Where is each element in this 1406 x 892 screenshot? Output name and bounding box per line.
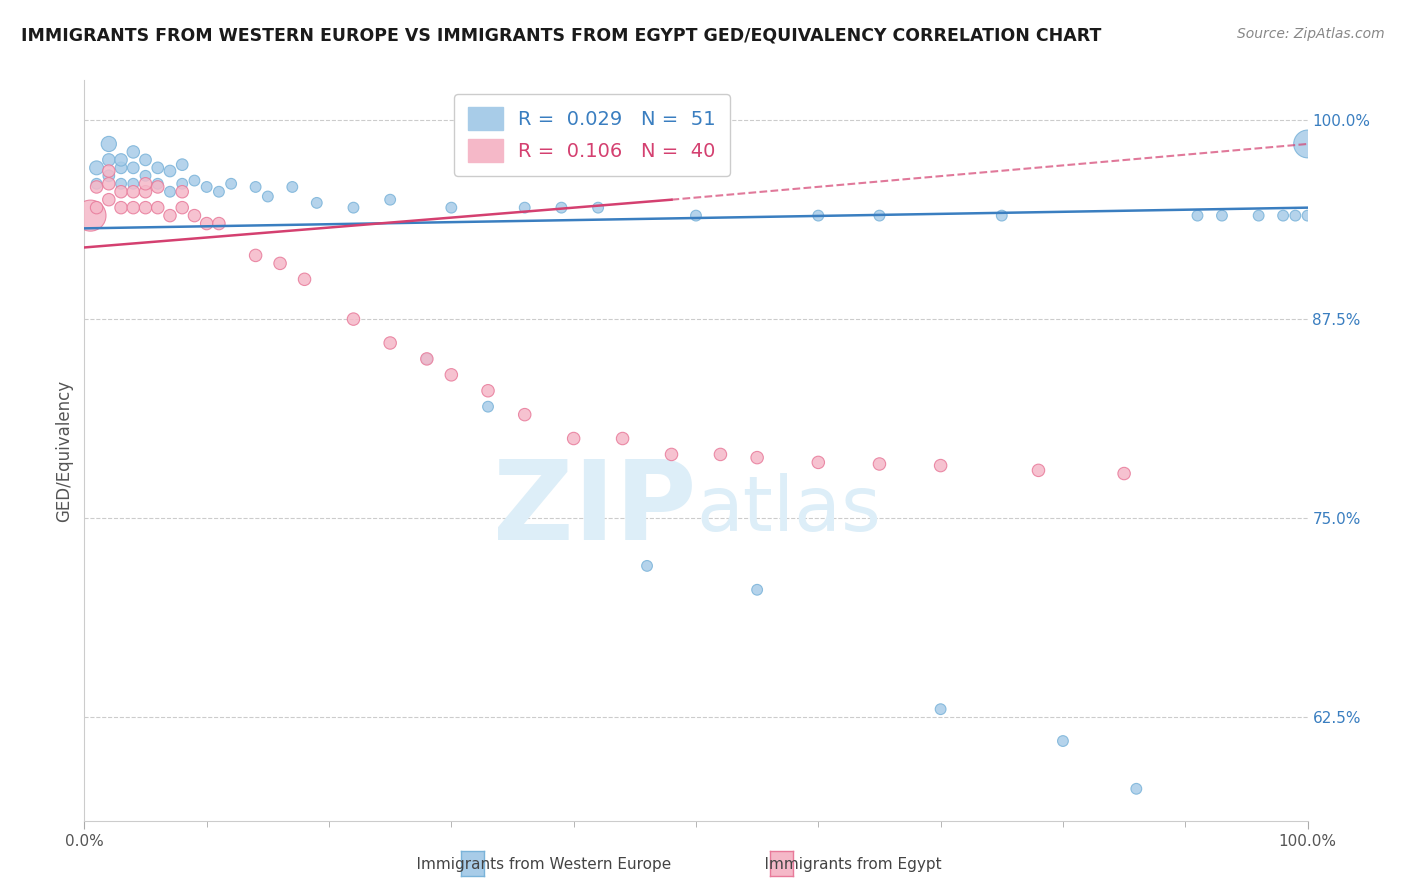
- Point: [1272, 209, 1295, 223]
- Point: [416, 351, 439, 366]
- Point: [807, 455, 830, 469]
- Point: [305, 195, 328, 210]
- Point: [709, 447, 731, 461]
- Point: [172, 158, 194, 172]
- Point: [586, 201, 609, 215]
- Text: Immigrants from Western Europe: Immigrants from Western Europe: [396, 857, 672, 872]
- Point: [380, 193, 402, 207]
- Point: [1052, 734, 1074, 748]
- Point: [1296, 136, 1319, 151]
- Point: [97, 136, 120, 151]
- Point: [79, 209, 101, 223]
- Point: [1284, 209, 1306, 223]
- Point: [1114, 467, 1136, 481]
- Point: [869, 457, 891, 471]
- Point: [172, 201, 194, 215]
- Point: [183, 173, 205, 187]
- Point: [97, 177, 120, 191]
- Point: [208, 217, 231, 231]
- Point: [159, 185, 181, 199]
- Text: atlas: atlas: [696, 473, 880, 547]
- Point: [122, 177, 145, 191]
- Point: [281, 180, 304, 194]
- Point: [513, 408, 536, 422]
- Text: Source: ZipAtlas.com: Source: ZipAtlas.com: [1237, 27, 1385, 41]
- Point: [97, 169, 120, 183]
- Point: [122, 185, 145, 199]
- Point: [612, 432, 634, 446]
- Point: [122, 161, 145, 175]
- Point: [172, 185, 194, 199]
- Point: [807, 209, 830, 223]
- Y-axis label: GED/Equivalency: GED/Equivalency: [55, 379, 73, 522]
- Point: [747, 450, 769, 465]
- Point: [122, 201, 145, 215]
- Point: [440, 201, 463, 215]
- Point: [219, 177, 242, 191]
- Point: [416, 351, 439, 366]
- Point: [135, 169, 157, 183]
- Point: [869, 209, 891, 223]
- Point: [294, 272, 316, 286]
- Point: [245, 180, 267, 194]
- Point: [86, 180, 108, 194]
- Point: [97, 153, 120, 167]
- Point: [172, 177, 194, 191]
- Point: [1187, 209, 1209, 223]
- Point: [183, 209, 205, 223]
- Point: [342, 312, 364, 326]
- Point: [159, 209, 181, 223]
- Point: [97, 164, 120, 178]
- Point: [110, 161, 132, 175]
- Point: [195, 217, 218, 231]
- Point: [135, 185, 157, 199]
- Point: [135, 201, 157, 215]
- Point: [685, 209, 707, 223]
- Point: [110, 185, 132, 199]
- Point: [122, 145, 145, 159]
- Point: [208, 185, 231, 199]
- Point: [477, 384, 499, 398]
- Point: [929, 702, 952, 716]
- Point: [513, 201, 536, 215]
- Text: ZIP: ZIP: [492, 456, 696, 563]
- Point: [159, 164, 181, 178]
- Point: [1247, 209, 1270, 223]
- Point: [86, 177, 108, 191]
- Point: [636, 558, 658, 573]
- Point: [86, 161, 108, 175]
- Point: [86, 201, 108, 215]
- Legend: R =  0.029   N =  51, R =  0.106   N =  40: R = 0.029 N = 51, R = 0.106 N = 40: [454, 94, 730, 176]
- Point: [245, 248, 267, 262]
- Point: [929, 458, 952, 473]
- Point: [380, 336, 402, 351]
- Point: [1125, 781, 1147, 796]
- Point: [342, 201, 364, 215]
- Point: [562, 432, 585, 446]
- Point: [747, 582, 769, 597]
- Point: [440, 368, 463, 382]
- Point: [1211, 209, 1233, 223]
- Point: [146, 201, 169, 215]
- Point: [110, 153, 132, 167]
- Point: [257, 189, 280, 203]
- Point: [661, 447, 683, 461]
- Point: [135, 177, 157, 191]
- Point: [195, 180, 218, 194]
- Point: [991, 209, 1014, 223]
- Point: [135, 153, 157, 167]
- Point: [269, 256, 291, 270]
- Text: Immigrants from Egypt: Immigrants from Egypt: [745, 857, 942, 872]
- Point: [97, 193, 120, 207]
- Point: [146, 177, 169, 191]
- Point: [1028, 463, 1050, 477]
- Point: [110, 177, 132, 191]
- Point: [550, 201, 572, 215]
- Point: [477, 400, 499, 414]
- Text: IMMIGRANTS FROM WESTERN EUROPE VS IMMIGRANTS FROM EGYPT GED/EQUIVALENCY CORRELAT: IMMIGRANTS FROM WESTERN EUROPE VS IMMIGR…: [21, 27, 1101, 45]
- Point: [1296, 209, 1319, 223]
- Point: [110, 201, 132, 215]
- Point: [146, 161, 169, 175]
- Point: [146, 180, 169, 194]
